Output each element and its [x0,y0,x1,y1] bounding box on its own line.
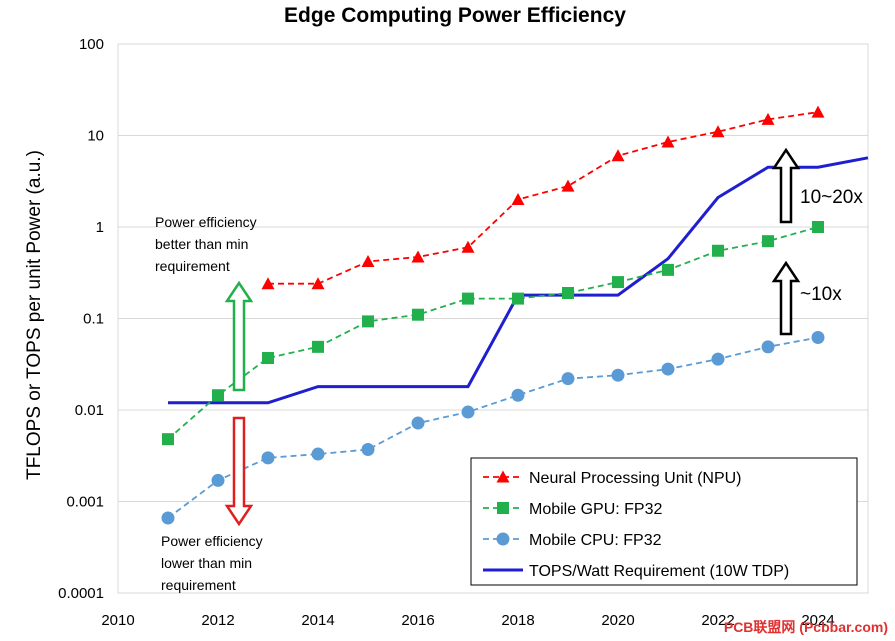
efficiency-lower-arrow [224,416,254,527]
series-0 [261,105,825,290]
data-point [361,254,375,267]
series-layer [161,105,869,525]
legend-marker [497,502,509,514]
data-point [461,405,475,419]
x-tick-label: 2014 [301,612,334,629]
data-point [261,451,275,465]
data-point [562,286,574,299]
x-tick-label: 2022 [701,612,734,629]
y-axis-label: TFLOPS or TOPS per unit Power (a.u.) [24,150,45,480]
gap-10-20x-arrow [771,147,801,224]
data-point [561,179,575,192]
x-tick-label: 2024 [801,612,834,629]
y-tick-label: 0.001 [66,494,104,511]
annotation-10x-text: ~10x [800,284,842,305]
data-point [511,388,525,402]
y-tick-label: 0.01 [75,402,104,419]
legend-label: Mobile CPU: FP32 [529,532,662,549]
data-point [161,511,175,525]
legend-label: TOPS/Watt Requirement (10W TDP) [529,563,789,580]
data-point [561,372,575,386]
annotation-10-20x-text: 10~20x [800,187,863,208]
x-tick-label: 2020 [601,612,634,629]
y-tick-label: 1 [96,219,104,236]
legend-label: Neural Processing Unit (NPU) [529,470,742,487]
annotation-layer: Power efficiency better than min requireme… [155,147,863,593]
data-point [311,447,325,461]
data-point [811,330,825,344]
x-tick-label: 2018 [501,612,534,629]
data-point [711,125,725,138]
annotation-better-text: better than min [155,236,248,252]
series-line [167,336,819,519]
data-point [412,308,424,321]
data-point [761,340,775,354]
data-point [162,433,174,446]
annotation-better-text: Power efficiency [155,214,257,230]
y-tick-label: 10 [87,128,104,145]
series-line [167,226,819,440]
data-point [211,473,225,487]
series-line [268,111,819,285]
data-point [811,105,825,118]
y-tick-label: 100 [79,36,104,53]
data-point [411,250,425,263]
x-tick-label: 2010 [101,612,134,629]
legend: Neural Processing Unit (NPU) Mobile GPU: … [470,457,858,586]
data-point [812,221,824,233]
data-point [611,149,625,162]
data-point [262,352,274,365]
data-point [462,292,474,305]
efficiency-better-arrow [224,280,254,392]
data-point [311,277,325,290]
series-2 [161,330,825,525]
data-point [461,240,475,253]
y-tick-label: 0.1 [83,311,104,328]
watermark: PCB联盟网 (Pcbbar.com) [724,619,888,635]
data-point [512,292,524,305]
data-point [611,368,625,382]
data-point [361,443,375,457]
data-point [762,235,774,248]
annotation-lower-text: requirement [161,577,236,593]
data-point [612,276,624,289]
data-point [411,416,425,430]
data-point [661,135,675,148]
gap-10x-arrow [771,260,801,336]
legend-label: Mobile GPU: FP32 [529,501,662,518]
series-1 [162,221,824,446]
data-point [261,277,275,290]
data-point [212,389,224,402]
legend-box [470,457,858,586]
x-tick-label: 2016 [401,612,434,629]
annotation-better-text: requirement [155,258,230,274]
annotation-lower-text: Power efficiency [161,533,263,549]
x-tick-label: 2012 [201,612,234,629]
data-point [761,112,775,125]
data-point [712,244,724,257]
data-point [711,352,725,366]
data-point [661,362,675,376]
y-tick-label: 0.0001 [58,585,104,602]
data-point [312,340,324,353]
annotation-lower-text: lower than min [161,555,252,571]
data-point [362,315,374,328]
chart-title: Edge Computing Power Efficiency [284,4,626,27]
data-point [511,192,525,205]
legend-marker [496,532,510,546]
data-point [662,263,674,276]
legend-marker [496,470,510,483]
